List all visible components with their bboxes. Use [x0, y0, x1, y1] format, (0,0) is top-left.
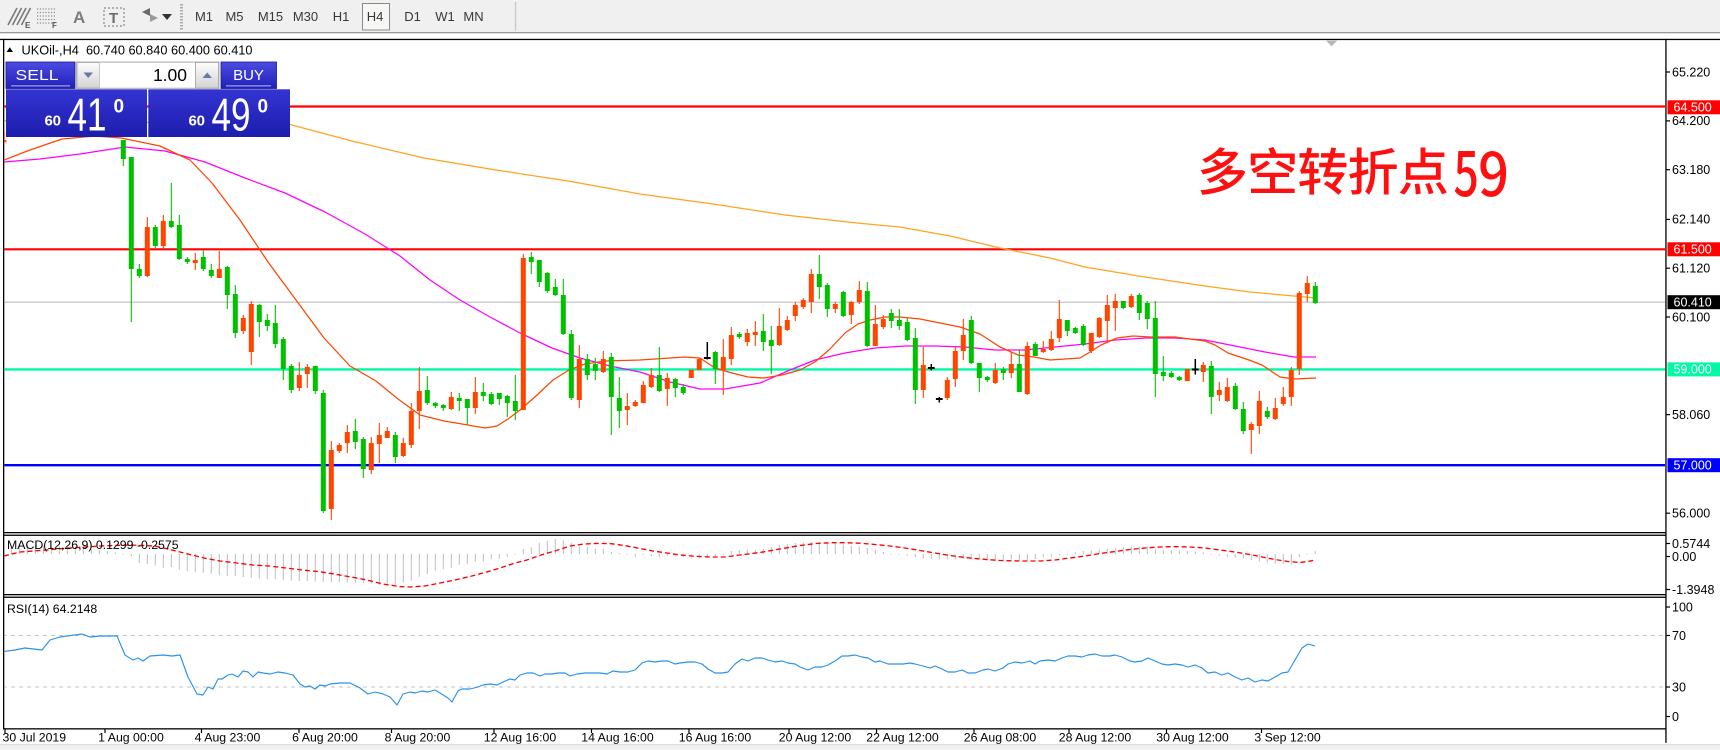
svg-text:60.100: 60.100: [1672, 310, 1710, 324]
svg-text:8 Aug 20:00: 8 Aug 20:00: [385, 731, 451, 745]
svg-text:14 Aug 16:00: 14 Aug 16:00: [581, 731, 654, 745]
svg-text:57.000: 57.000: [1674, 459, 1712, 473]
svg-text:F: F: [52, 21, 57, 30]
svg-text:0.00: 0.00: [1672, 550, 1696, 564]
svg-text:63.180: 63.180: [1672, 163, 1710, 177]
svg-text:0: 0: [1672, 710, 1679, 724]
svg-text:60: 60: [189, 113, 206, 130]
svg-text:64.500: 64.500: [1674, 101, 1712, 115]
svg-text:65.220: 65.220: [1672, 65, 1710, 79]
svg-text:-1.3948: -1.3948: [1672, 583, 1714, 597]
svg-text:60: 60: [45, 113, 62, 130]
svg-text:12 Aug 16:00: 12 Aug 16:00: [484, 731, 557, 745]
svg-text:61.500: 61.500: [1674, 243, 1712, 257]
svg-text:59.000: 59.000: [1674, 363, 1712, 377]
svg-text:20 Aug 12:00: 20 Aug 12:00: [779, 731, 852, 745]
svg-text:100: 100: [1672, 600, 1693, 614]
svg-text:1.00: 1.00: [153, 65, 187, 85]
svg-text:UKOil-,H4 60.740 60.840 60.40: UKOil-,H4 60.740 60.840 60.400 60.410: [22, 43, 253, 58]
svg-text:58.060: 58.060: [1672, 408, 1710, 422]
svg-text:BUY: BUY: [233, 67, 264, 84]
svg-text:41: 41: [68, 89, 107, 141]
svg-text:0: 0: [258, 97, 269, 118]
svg-text:26 Aug 08:00: 26 Aug 08:00: [964, 731, 1037, 745]
svg-text:E: E: [25, 21, 31, 30]
svg-text:0.5744: 0.5744: [1672, 537, 1710, 551]
svg-text:30 Aug 12:00: 30 Aug 12:00: [1156, 731, 1229, 745]
svg-text:62.140: 62.140: [1672, 213, 1710, 227]
svg-text:49: 49: [212, 89, 251, 141]
svg-text:70: 70: [1672, 629, 1686, 643]
svg-text:M30: M30: [293, 9, 318, 24]
svg-text:60.410: 60.410: [1674, 296, 1712, 310]
svg-text:MACD(12,26,9) 0.1299 -0.2575: MACD(12,26,9) 0.1299 -0.2575: [7, 538, 179, 552]
svg-text:22 Aug 12:00: 22 Aug 12:00: [866, 731, 939, 745]
svg-text:H1: H1: [333, 9, 350, 24]
svg-text:M1: M1: [195, 9, 213, 24]
svg-text:30 Jul 2019: 30 Jul 2019: [3, 731, 67, 745]
svg-text:M15: M15: [258, 9, 283, 24]
svg-text:16 Aug 16:00: 16 Aug 16:00: [679, 731, 752, 745]
svg-text:0: 0: [114, 97, 125, 118]
svg-text:4 Aug 23:00: 4 Aug 23:00: [195, 731, 261, 745]
svg-text:3 Sep 12:00: 3 Sep 12:00: [1254, 731, 1320, 745]
svg-text:SELL: SELL: [16, 67, 59, 84]
svg-text:M5: M5: [225, 9, 243, 24]
svg-text:28 Aug 12:00: 28 Aug 12:00: [1059, 731, 1132, 745]
svg-text:30: 30: [1672, 680, 1686, 694]
svg-text:64.200: 64.200: [1672, 114, 1710, 128]
svg-text:61.120: 61.120: [1672, 262, 1710, 276]
svg-text:H4: H4: [367, 9, 384, 24]
svg-text:W1: W1: [435, 9, 455, 24]
svg-text:T: T: [109, 10, 118, 27]
svg-text:D1: D1: [404, 9, 421, 24]
svg-text:1 Aug 00:00: 1 Aug 00:00: [98, 731, 164, 745]
svg-text:RSI(14) 64.2148: RSI(14) 64.2148: [7, 602, 97, 616]
svg-text:MN: MN: [463, 9, 483, 24]
svg-text:56.000: 56.000: [1672, 507, 1710, 521]
svg-text:6 Aug 20:00: 6 Aug 20:00: [292, 731, 358, 745]
svg-text:A: A: [73, 8, 85, 27]
